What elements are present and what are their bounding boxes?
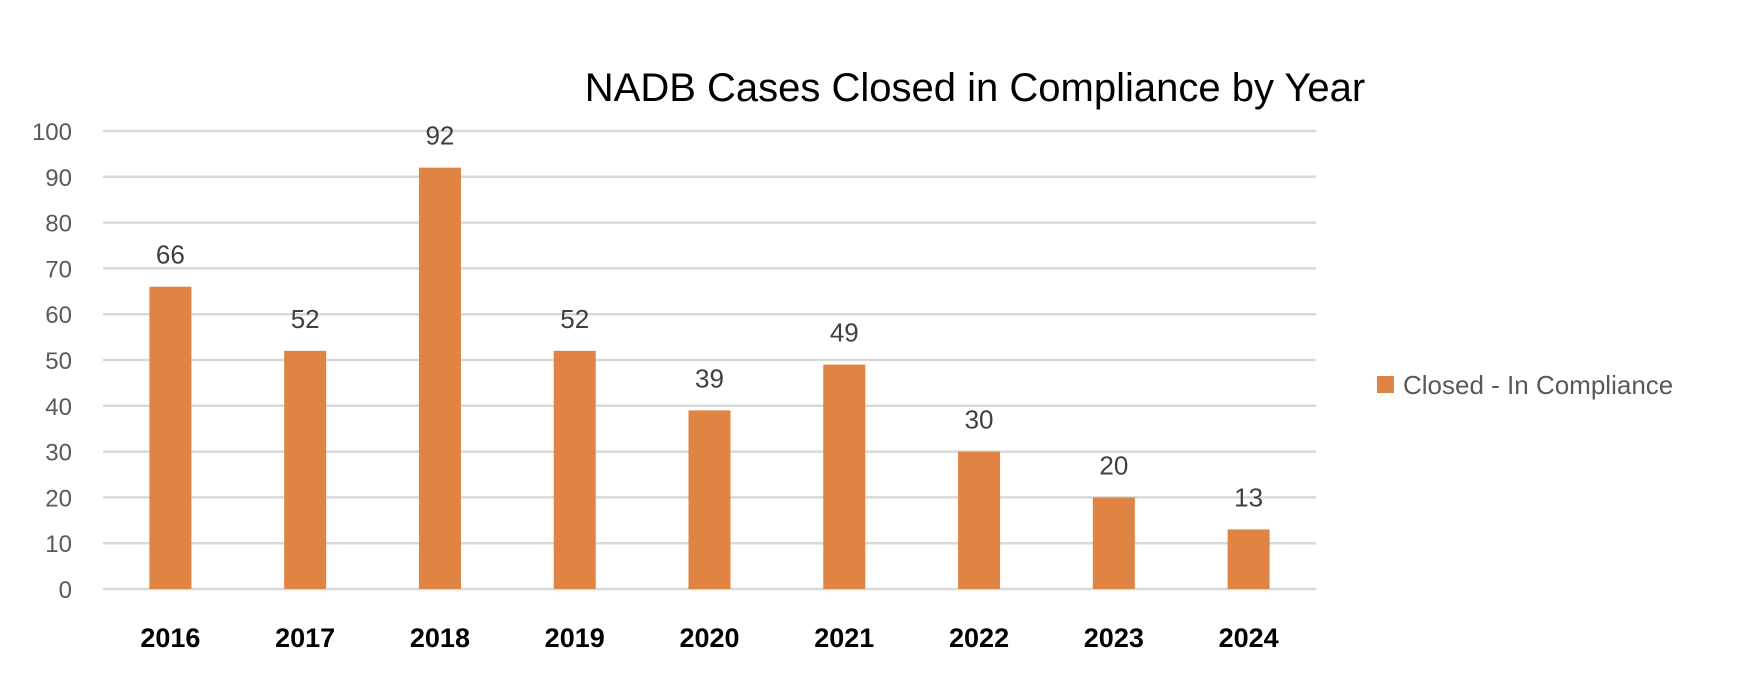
y-tick-label: 90 <box>45 165 72 192</box>
y-tick-label: 30 <box>45 440 72 467</box>
x-tick-label: 2019 <box>545 623 605 653</box>
bar <box>688 410 731 589</box>
data-labels: 66 52 92 52 39 49 30 20 13 <box>156 121 1263 513</box>
bar <box>284 350 327 589</box>
x-tick-label: 2022 <box>949 623 1009 653</box>
x-tick-label: 2023 <box>1084 623 1144 653</box>
x-axis-ticks: 2016 2017 2018 2019 2020 2021 2022 2023 2024 <box>140 623 1278 653</box>
y-axis-ticks: 0 10 20 30 40 50 60 70 80 90 100 <box>32 119 72 604</box>
data-label: 30 <box>965 405 994 435</box>
x-tick-label: 2018 <box>410 623 470 653</box>
data-label: 39 <box>695 363 724 393</box>
y-tick-label: 20 <box>45 485 72 512</box>
bar <box>1227 529 1270 589</box>
data-label: 66 <box>156 240 185 270</box>
bar <box>553 350 596 589</box>
x-tick-label: 2021 <box>814 623 874 653</box>
legend: Closed - In Compliance <box>1377 370 1673 400</box>
bar <box>149 286 192 589</box>
bar <box>958 451 1001 589</box>
x-tick-label: 2024 <box>1219 623 1279 653</box>
y-tick-label: 100 <box>32 119 72 146</box>
y-tick-label: 70 <box>45 256 72 283</box>
legend-label: Closed - In Compliance <box>1403 370 1673 400</box>
bar <box>1092 497 1135 589</box>
y-tick-label: 0 <box>59 577 72 604</box>
data-label: 49 <box>830 318 859 348</box>
x-tick-label: 2016 <box>140 623 200 653</box>
x-tick-label: 2017 <box>275 623 335 653</box>
y-tick-label: 40 <box>45 394 72 421</box>
y-tick-label: 50 <box>45 348 72 375</box>
data-label: 52 <box>560 304 589 334</box>
x-tick-label: 2020 <box>679 623 739 653</box>
legend-swatch <box>1377 376 1394 393</box>
bar <box>418 167 461 589</box>
bars <box>149 167 1270 589</box>
data-label: 52 <box>291 304 320 334</box>
y-tick-label: 60 <box>45 302 72 329</box>
data-label: 92 <box>425 121 454 151</box>
data-label: 20 <box>1099 450 1128 480</box>
y-tick-label: 80 <box>45 211 72 238</box>
chart-title: NADB Cases Closed in Compliance by Year <box>585 66 1365 110</box>
y-tick-label: 10 <box>45 531 72 558</box>
bar <box>823 364 866 589</box>
data-label: 13 <box>1234 482 1263 512</box>
